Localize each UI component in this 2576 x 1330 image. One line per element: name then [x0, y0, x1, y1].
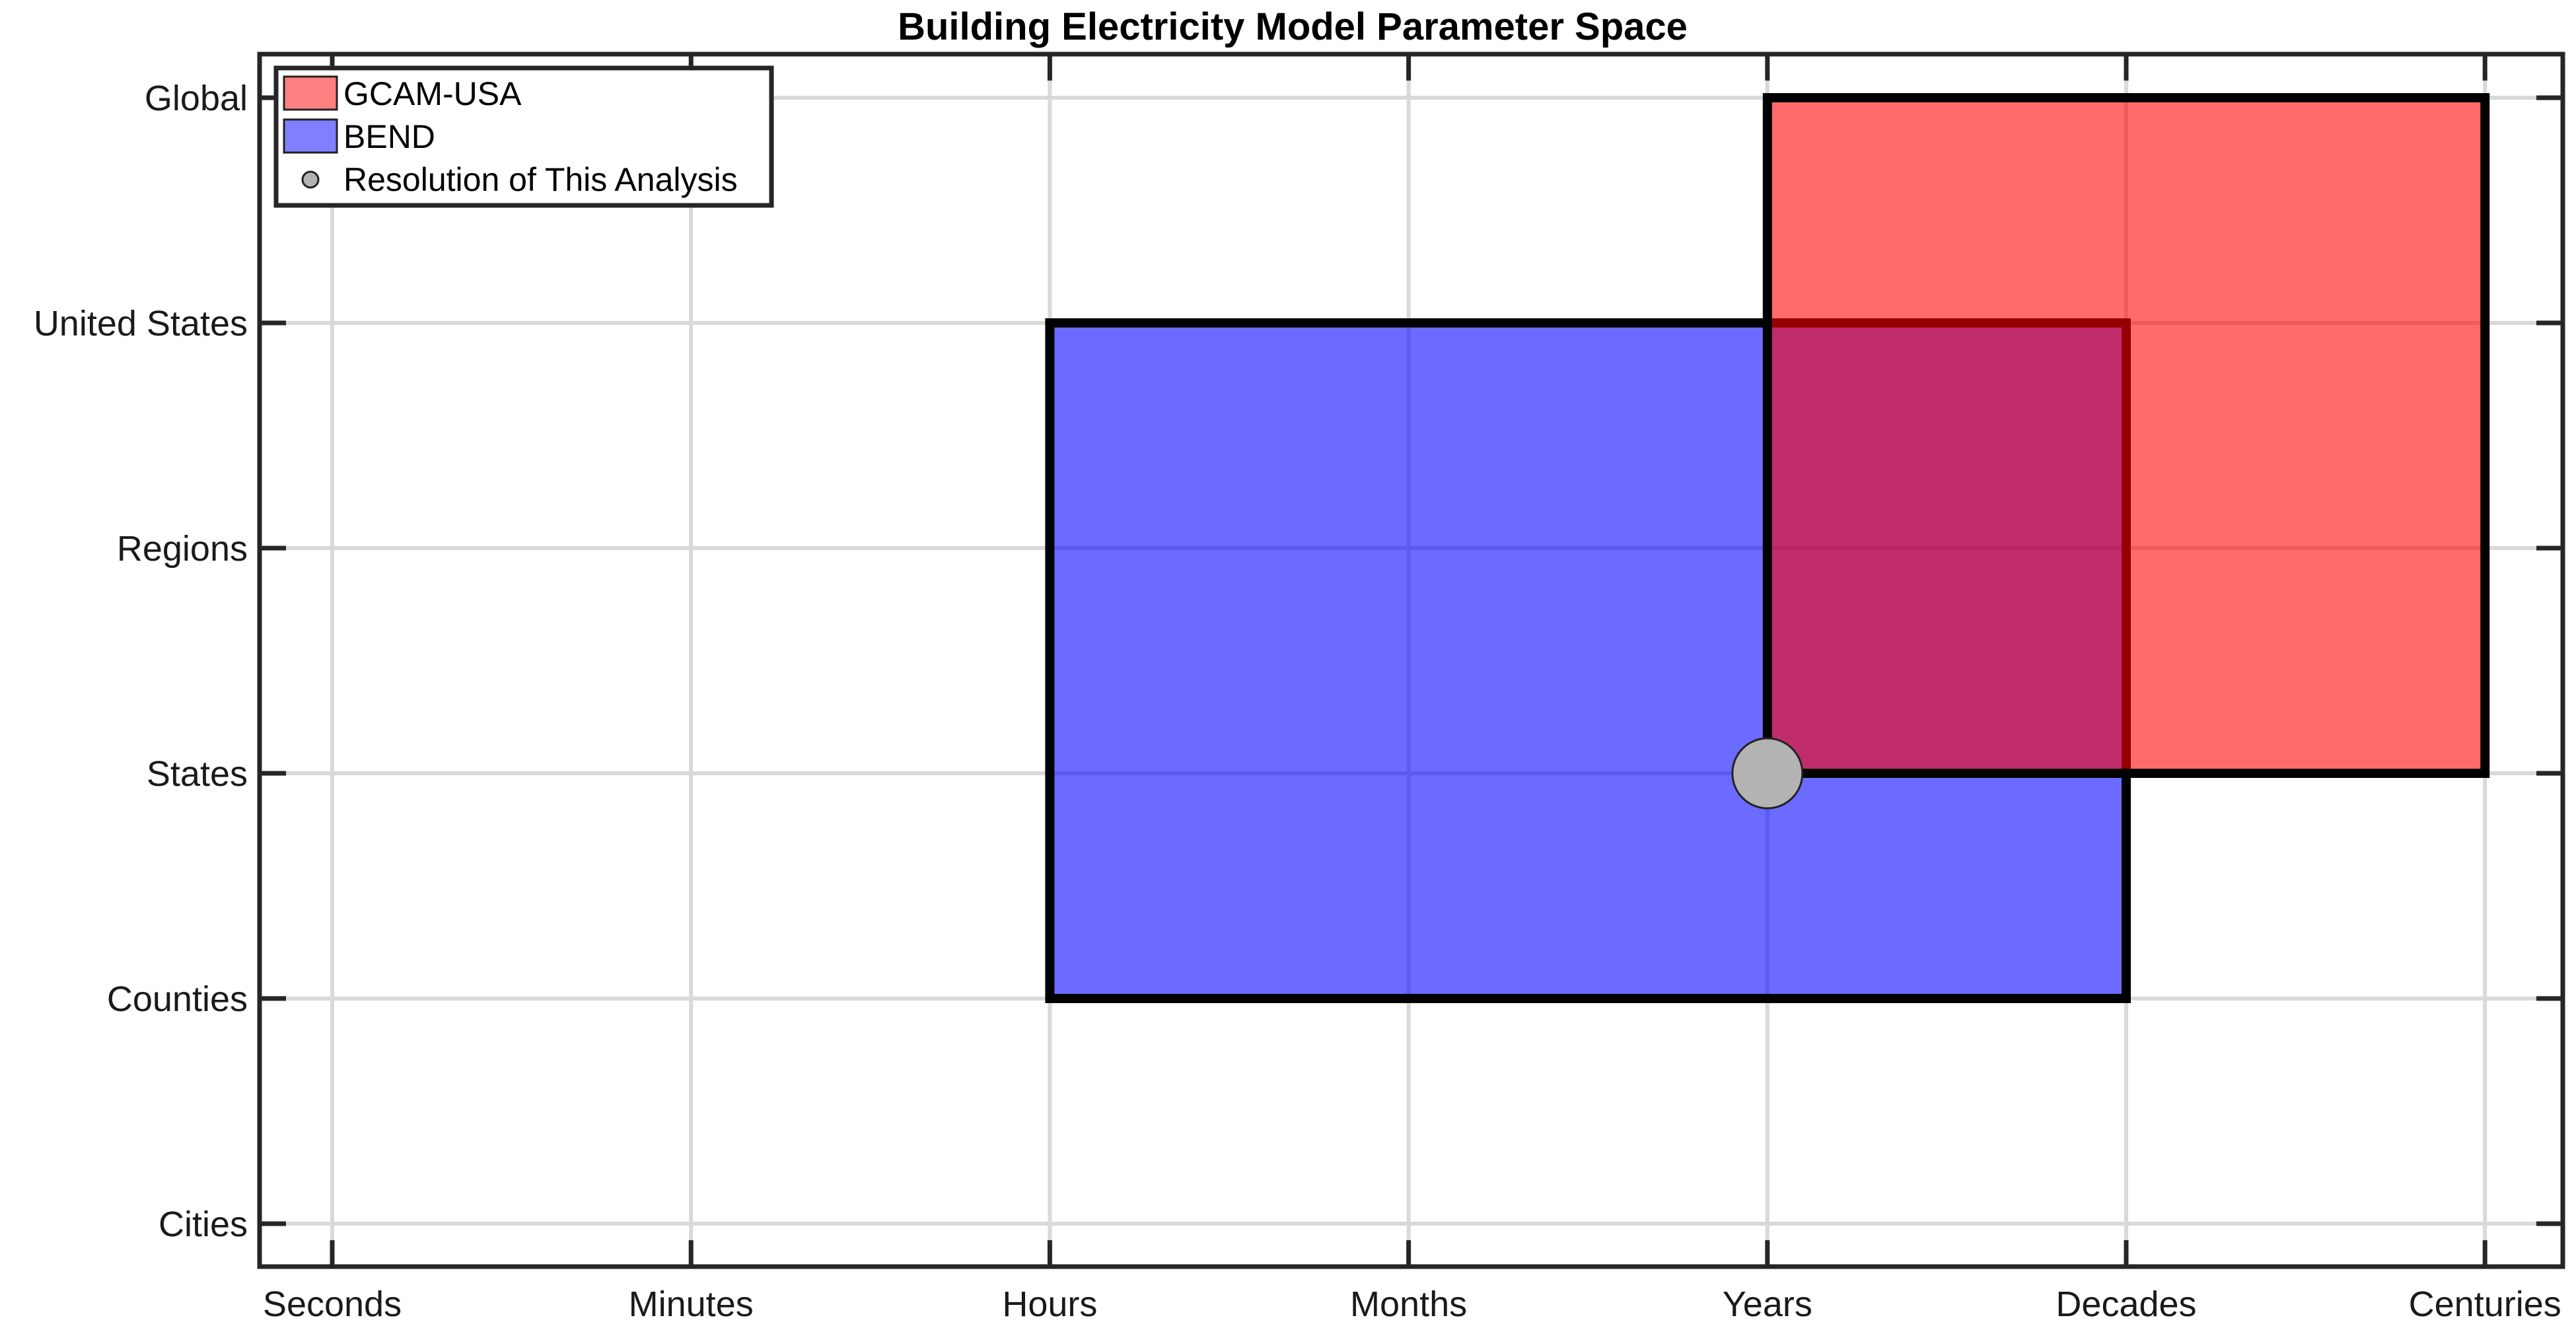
x-tick-label-seconds: Seconds — [263, 1284, 402, 1324]
x-tick-label-centuries: Centuries — [2409, 1284, 2561, 1324]
x-tick-label-hours: Hours — [1002, 1284, 1097, 1324]
legend: GCAM-USA BEND Resolution of This Analysis — [273, 65, 774, 208]
series-layer — [1045, 93, 2490, 1003]
series-rect-gcam-usa — [1762, 93, 2490, 778]
y-tick-label-states: States — [147, 754, 248, 794]
legend-swatch-bend — [283, 118, 338, 154]
legend-label-gcam-usa: GCAM-USA — [343, 75, 522, 112]
plot-frame — [257, 52, 2565, 1269]
ticks: Seconds Minutes Hours Months Years Decades Cen… — [34, 54, 2563, 1324]
legend-box — [273, 65, 774, 208]
x-tick-label-decades: Decades — [2056, 1284, 2196, 1324]
y-tick-label-united-states: United States — [34, 304, 248, 343]
y-tick-label-cities: Cities — [159, 1205, 248, 1244]
legend-label-resolution-of-this-analysis: Resolution of This Analysis — [343, 161, 738, 198]
y-tick-label-counties: Counties — [107, 979, 248, 1019]
chart-title: Building Electricity Model Parameter Spa… — [898, 5, 1688, 48]
point-layer — [1731, 737, 1804, 810]
legend-marker-resolution-of-this-analysis — [301, 170, 320, 189]
x-tick-label-minutes: Minutes — [629, 1284, 754, 1324]
x-tick-label-years: Years — [1723, 1284, 1812, 1324]
legend-label-bend: BEND — [343, 118, 435, 155]
legend-swatch-gcam-usa — [283, 75, 338, 111]
x-tick-label-months: Months — [1350, 1284, 1467, 1324]
y-tick-label-regions: Regions — [117, 529, 248, 569]
point-resolution-of-this-analysis — [1731, 737, 1804, 810]
y-tick-label-global: Global — [145, 79, 248, 118]
